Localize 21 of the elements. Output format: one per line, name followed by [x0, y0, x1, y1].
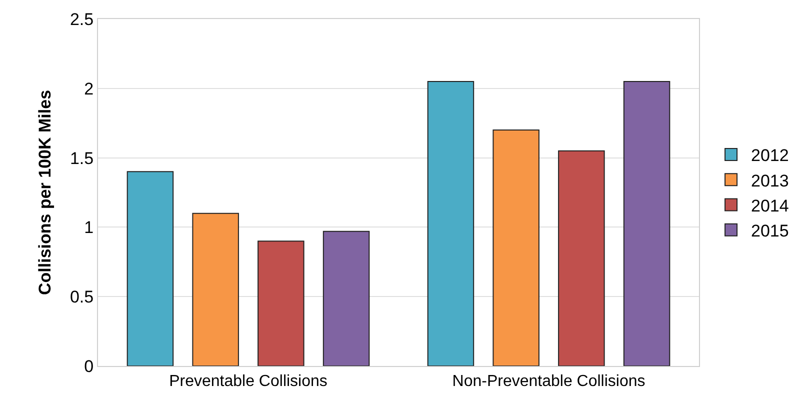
bar [126, 171, 174, 366]
y-axis-title: Collisions per 100K Miles [36, 90, 55, 296]
legend-label: 2012 [751, 146, 789, 166]
legend-label: 2014 [751, 196, 789, 216]
bar [427, 80, 474, 366]
legend-label: 2013 [751, 171, 789, 190]
y-tick-label: 1 [84, 218, 94, 238]
y-tick-label: 1.5 [70, 148, 94, 168]
bar [492, 130, 540, 366]
y-tick-label: 2.5 [70, 10, 94, 29]
y-tick-label: 0 [84, 356, 94, 376]
x-tick-label: Non-Preventable Collisions [452, 373, 646, 390]
y-tick-label: 2 [84, 79, 94, 98]
bar [558, 150, 605, 366]
bar [192, 212, 239, 366]
y-tick-label: 0.5 [70, 288, 94, 307]
legend-label: 2015 [751, 221, 789, 240]
bar [623, 80, 670, 366]
bar [258, 240, 304, 366]
x-tick-label: Preventable Collisions [169, 373, 328, 390]
bar [322, 230, 370, 366]
